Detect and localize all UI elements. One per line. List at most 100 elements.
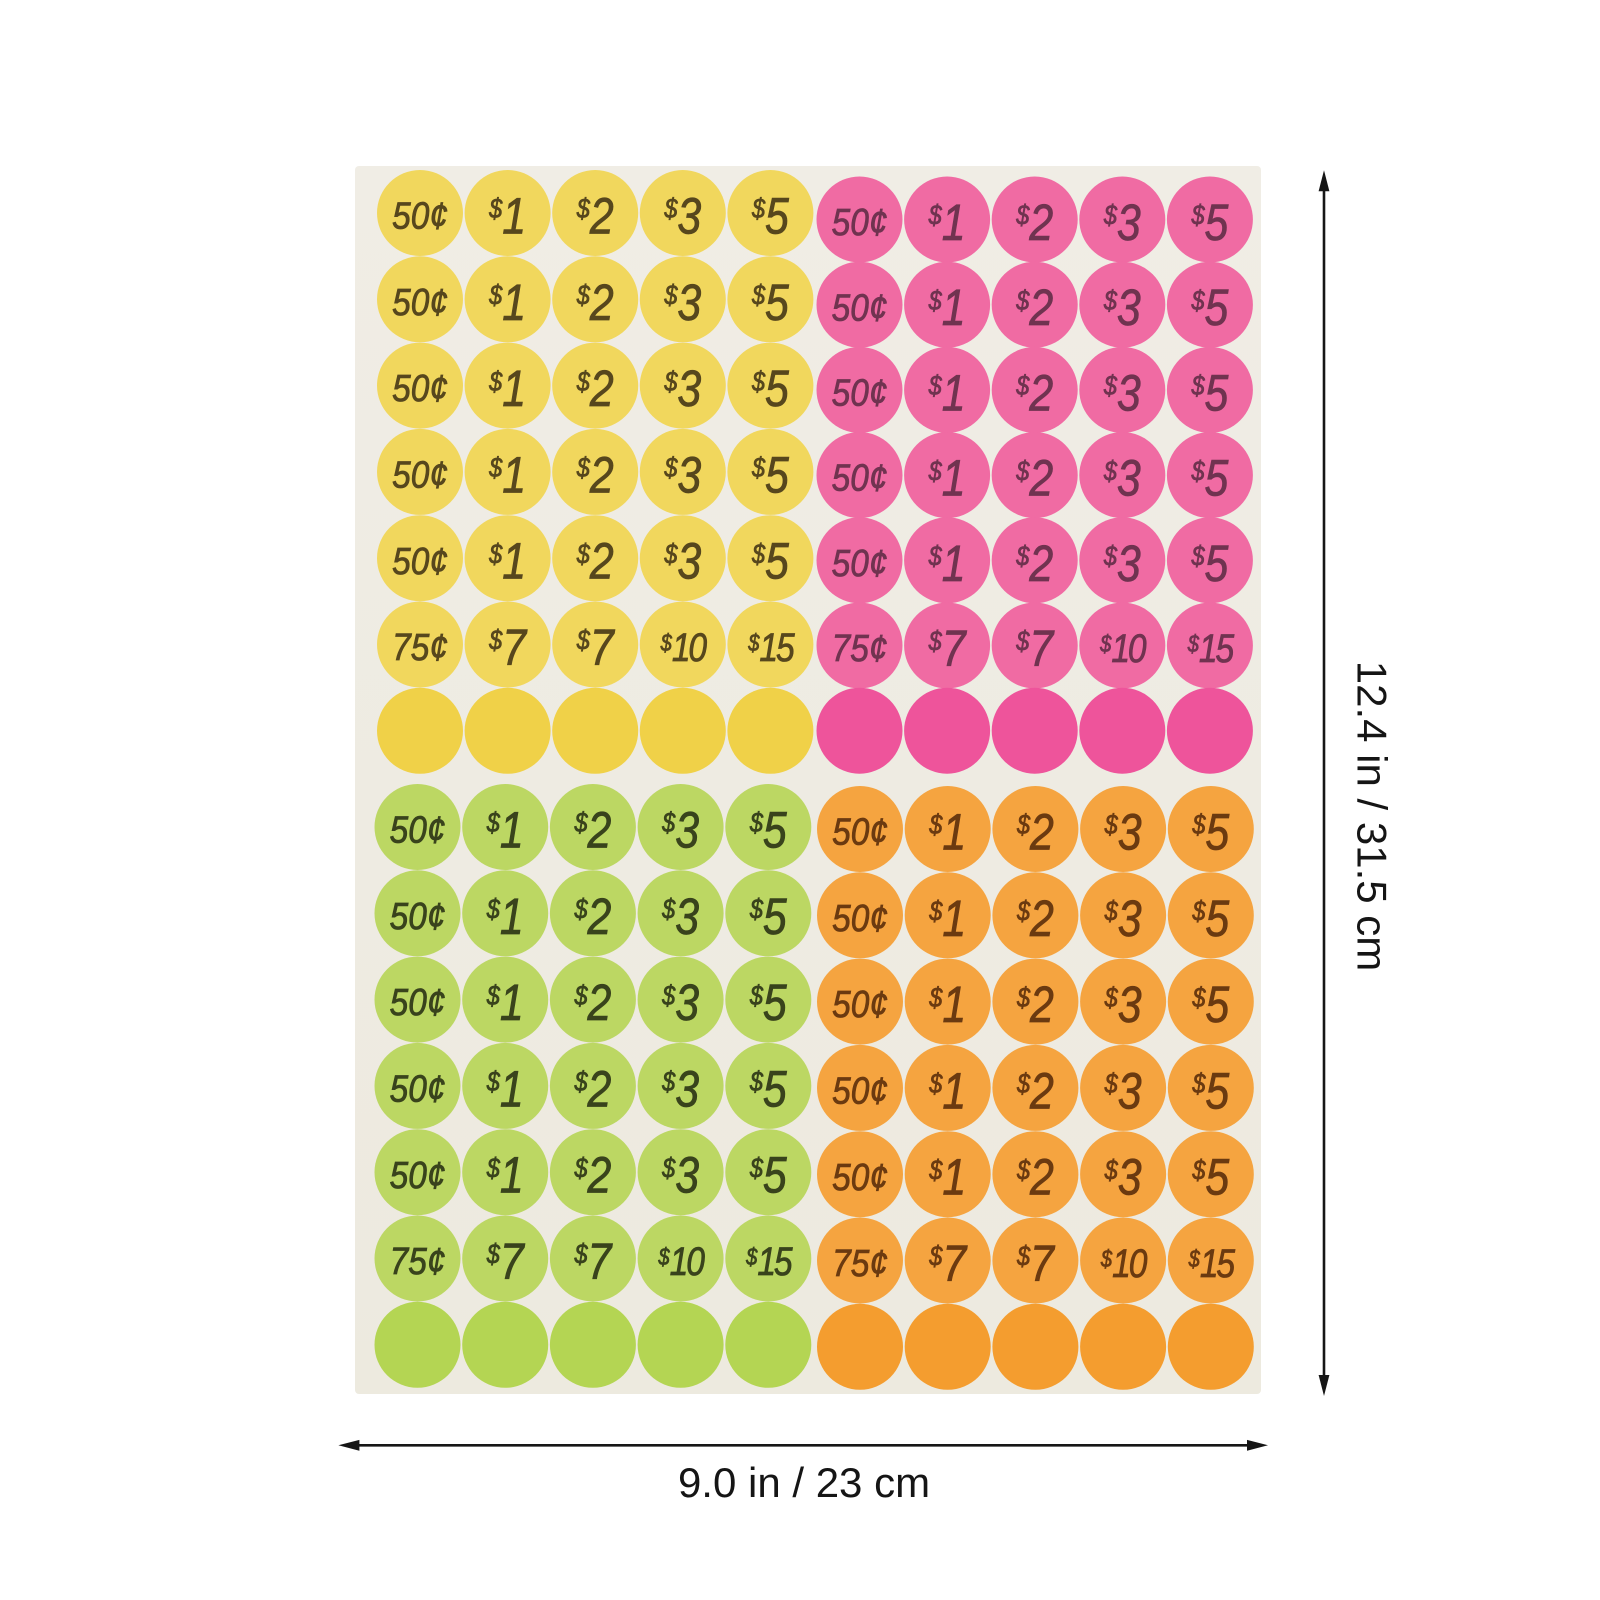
svg-text:$3: $3 [1104, 1148, 1142, 1205]
svg-text:50¢: 50¢ [832, 983, 888, 1025]
svg-text:50¢: 50¢ [392, 195, 448, 237]
svg-text:$10: $10 [660, 625, 708, 669]
svg-text:$3: $3 [661, 974, 699, 1031]
svg-text:$1: $1 [488, 446, 526, 503]
svg-text:$7: $7 [574, 1232, 613, 1289]
svg-text:75¢: 75¢ [390, 1240, 446, 1282]
svg-text:$5: $5 [751, 273, 790, 330]
svg-text:$1: $1 [928, 193, 966, 250]
svg-text:$15: $15 [745, 1239, 793, 1283]
svg-text:$1: $1 [486, 974, 524, 1031]
svg-text:$5: $5 [751, 532, 790, 589]
svg-text:$1: $1 [928, 976, 966, 1033]
svg-text:$1: $1 [488, 273, 526, 330]
svg-text:50¢: 50¢ [832, 1156, 888, 1198]
svg-text:50¢: 50¢ [832, 1070, 888, 1112]
svg-text:$2: $2 [1015, 534, 1053, 591]
svg-text:$5: $5 [1191, 976, 1230, 1033]
svg-text:$3: $3 [1103, 364, 1141, 421]
svg-text:$2: $2 [574, 1060, 612, 1117]
svg-text:$1: $1 [928, 449, 966, 506]
svg-text:$5: $5 [1191, 193, 1230, 250]
svg-text:$2: $2 [1016, 976, 1054, 1033]
svg-text:$5: $5 [1191, 1062, 1230, 1119]
svg-text:$5: $5 [1191, 279, 1230, 336]
svg-text:$5: $5 [1191, 449, 1230, 506]
svg-text:9.0 in / 23 cm: 9.0 in / 23 cm [678, 1459, 930, 1506]
svg-text:12.4 in / 31.5 cm: 12.4 in / 31.5 cm [1349, 661, 1396, 972]
svg-text:75¢: 75¢ [832, 1242, 888, 1284]
svg-text:$5: $5 [1191, 1148, 1230, 1205]
svg-text:$5: $5 [751, 446, 790, 503]
svg-text:$2: $2 [1015, 364, 1053, 421]
svg-text:$1: $1 [488, 532, 526, 589]
svg-text:$2: $2 [1016, 1148, 1054, 1205]
svg-text:$3: $3 [661, 801, 699, 858]
svg-text:$10: $10 [1099, 626, 1147, 670]
svg-text:$3: $3 [1104, 803, 1142, 860]
svg-text:$2: $2 [1016, 803, 1054, 860]
svg-text:50¢: 50¢ [390, 895, 446, 937]
svg-text:$15: $15 [747, 625, 795, 669]
svg-text:$3: $3 [1104, 889, 1142, 946]
svg-text:$1: $1 [928, 1148, 966, 1205]
svg-text:$3: $3 [661, 887, 699, 944]
svg-text:$2: $2 [574, 801, 612, 858]
svg-text:$1: $1 [928, 534, 966, 591]
svg-text:$3: $3 [663, 187, 701, 244]
svg-text:$7: $7 [488, 618, 527, 675]
svg-text:$2: $2 [576, 360, 614, 417]
svg-text:50¢: 50¢ [392, 540, 448, 582]
svg-text:$15: $15 [1188, 1241, 1236, 1285]
svg-text:50¢: 50¢ [832, 372, 888, 414]
svg-text:$2: $2 [574, 1146, 612, 1203]
svg-text:50¢: 50¢ [832, 201, 888, 243]
svg-text:$3: $3 [1103, 449, 1141, 506]
svg-text:$5: $5 [749, 887, 788, 944]
svg-text:$3: $3 [1103, 534, 1141, 591]
svg-text:$1: $1 [928, 889, 966, 946]
svg-text:$5: $5 [751, 360, 790, 417]
svg-text:50¢: 50¢ [390, 809, 446, 851]
svg-text:$15: $15 [1187, 626, 1235, 670]
svg-text:50¢: 50¢ [390, 981, 446, 1023]
svg-text:$7: $7 [486, 1232, 525, 1289]
svg-text:$3: $3 [663, 360, 701, 417]
svg-text:$1: $1 [928, 803, 966, 860]
svg-text:$3: $3 [663, 273, 701, 330]
svg-text:$1: $1 [488, 360, 526, 417]
svg-text:50¢: 50¢ [832, 542, 888, 584]
svg-text:$2: $2 [574, 887, 612, 944]
svg-text:$2: $2 [1015, 193, 1053, 250]
svg-text:$2: $2 [576, 273, 614, 330]
svg-text:$1: $1 [928, 364, 966, 421]
svg-text:$2: $2 [576, 532, 614, 589]
svg-text:$1: $1 [486, 1146, 524, 1203]
svg-text:$5: $5 [1191, 364, 1230, 421]
svg-text:$2: $2 [574, 974, 612, 1031]
svg-text:$2: $2 [1015, 449, 1053, 506]
svg-text:75¢: 75¢ [392, 626, 448, 668]
svg-text:50¢: 50¢ [392, 454, 448, 496]
svg-text:$5: $5 [1191, 803, 1230, 860]
svg-text:$3: $3 [1103, 279, 1141, 336]
svg-text:75¢: 75¢ [832, 627, 888, 669]
svg-text:50¢: 50¢ [390, 1068, 446, 1110]
svg-text:$10: $10 [658, 1239, 706, 1283]
svg-text:$2: $2 [576, 187, 614, 244]
svg-text:$1: $1 [928, 1062, 966, 1119]
svg-text:$5: $5 [749, 1146, 788, 1203]
svg-text:$3: $3 [1103, 193, 1141, 250]
svg-text:50¢: 50¢ [832, 811, 888, 853]
svg-text:50¢: 50¢ [390, 1154, 446, 1196]
svg-text:$7: $7 [1016, 1234, 1055, 1291]
svg-text:$10: $10 [1100, 1241, 1148, 1285]
svg-text:$5: $5 [749, 801, 788, 858]
svg-text:$5: $5 [751, 187, 790, 244]
svg-text:$7: $7 [576, 618, 615, 675]
svg-text:$1: $1 [488, 187, 526, 244]
svg-text:$1: $1 [486, 801, 524, 858]
svg-text:$1: $1 [486, 1060, 524, 1117]
svg-text:50¢: 50¢ [392, 367, 448, 409]
svg-text:50¢: 50¢ [832, 286, 888, 328]
